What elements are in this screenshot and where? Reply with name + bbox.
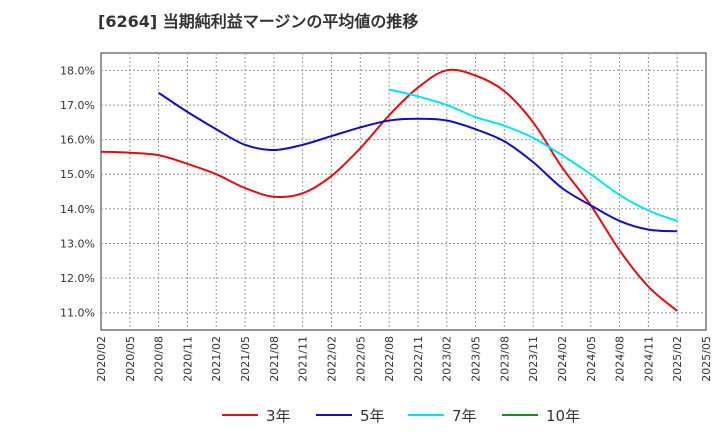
x-tick-label: 2020/11 bbox=[181, 336, 194, 382]
x-tick-label: 2021/08 bbox=[268, 336, 281, 382]
x-tick-label: 2021/05 bbox=[239, 336, 252, 382]
x-tick-label: 2024/02 bbox=[556, 336, 569, 382]
y-tick-label: 13.0% bbox=[60, 237, 95, 250]
series-line-1 bbox=[158, 91, 678, 233]
x-tick-label: 2020/02 bbox=[95, 336, 108, 382]
x-tick-label: 2021/02 bbox=[210, 336, 223, 382]
y-tick-label: 16.0% bbox=[60, 134, 95, 147]
legend-label-7y: 7年 bbox=[452, 406, 477, 425]
x-tick-label: 2023/11 bbox=[527, 336, 540, 382]
grid-lines bbox=[101, 53, 706, 330]
x-tick-label: 2023/08 bbox=[498, 336, 511, 382]
x-tick-label: 2020/05 bbox=[124, 336, 137, 382]
legend: 3年 5年 7年 10年 bbox=[0, 402, 720, 428]
legend-label-10y: 10年 bbox=[546, 406, 581, 425]
x-tick-label: 2025/05 bbox=[700, 336, 713, 382]
y-axis-ticks: 11.0% 12.0% 13.0% 14.0% 15.0% 16.0% 17.0% 18.0% bbox=[60, 64, 95, 319]
y-tick-label: 18.0% bbox=[60, 64, 95, 77]
legend-swatch-7y bbox=[408, 414, 444, 416]
x-tick-label: 2022/02 bbox=[325, 336, 338, 382]
y-tick-label: 14.0% bbox=[60, 203, 95, 216]
x-tick-label: 2022/11 bbox=[412, 336, 425, 382]
x-tick-label: 2022/08 bbox=[383, 336, 396, 382]
x-tick-label: 2024/05 bbox=[585, 336, 598, 382]
legend-label-3y: 3年 bbox=[266, 406, 291, 425]
x-tick-label: 2023/05 bbox=[470, 336, 483, 382]
series-line-2 bbox=[388, 88, 678, 222]
y-tick-label: 15.0% bbox=[60, 168, 95, 181]
y-tick-label: 17.0% bbox=[60, 99, 95, 112]
y-tick-label: 12.0% bbox=[60, 272, 95, 285]
x-tick-label: 2021/11 bbox=[297, 336, 310, 382]
series-lines bbox=[100, 68, 678, 312]
y-tick-label: 11.0% bbox=[60, 307, 95, 320]
legend-item-7y: 7年 bbox=[408, 402, 477, 428]
x-tick-label: 2024/11 bbox=[642, 336, 655, 382]
series-line-0 bbox=[100, 68, 678, 312]
x-tick-label: 2025/02 bbox=[671, 336, 684, 382]
x-tick-label: 2024/08 bbox=[614, 336, 627, 382]
legend-swatch-5y bbox=[316, 414, 352, 416]
legend-swatch-10y bbox=[502, 414, 538, 416]
x-axis-ticks: 2020/02 2020/05 2020/08 2020/11 2021/02 2021/… bbox=[95, 336, 713, 382]
chart-title: [6264] 当期純利益マージンの平均値の推移 bbox=[98, 12, 419, 31]
legend-item-3y: 3年 bbox=[222, 402, 291, 428]
legend-swatch-3y bbox=[222, 414, 258, 416]
legend-item-10y: 10年 bbox=[502, 402, 580, 428]
plot-area bbox=[100, 52, 707, 331]
legend-label-5y: 5年 bbox=[360, 406, 385, 425]
legend-item-5y: 5年 bbox=[316, 402, 385, 428]
x-tick-label: 2020/08 bbox=[153, 336, 166, 382]
x-tick-label: 2023/02 bbox=[441, 336, 454, 382]
x-tick-label: 2022/05 bbox=[354, 336, 367, 382]
